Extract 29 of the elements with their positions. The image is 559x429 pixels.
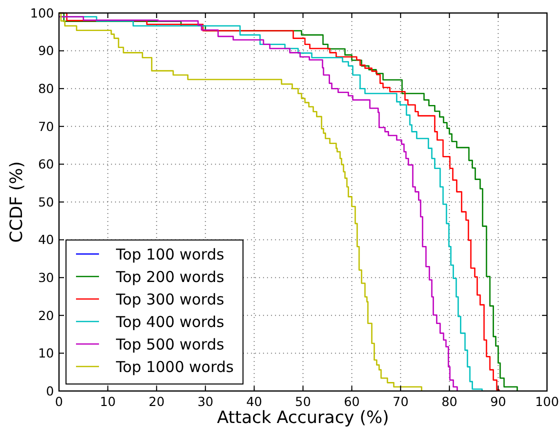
y-tick-label: 30 [38, 270, 54, 285]
x-tick-label: 10 [100, 394, 116, 409]
legend-label: Top 400 words [115, 312, 224, 331]
x-tick-label: 60 [344, 394, 360, 409]
x-tick-label: 30 [197, 394, 214, 409]
legend-label: Top 1000 words [115, 358, 234, 376]
x-tick-label: 20 [148, 394, 165, 409]
x-axis-title: Attack Accuracy (%) [216, 408, 390, 428]
y-tick-label: 10 [38, 346, 54, 361]
legend-label: Top 300 words [115, 290, 224, 308]
y-axis-title: CCDF (%) [7, 161, 27, 243]
legend-label: Top 500 words [115, 335, 224, 354]
y-tick-label: 0 [46, 383, 54, 398]
y-tick-label: 100 [30, 5, 54, 20]
x-tick-label: 80 [441, 394, 458, 409]
y-tick-label: 70 [38, 118, 54, 134]
legend-label: Top 100 words [115, 245, 224, 264]
y-tick-label: 80 [38, 80, 54, 96]
y-tick-label: 50 [38, 194, 54, 210]
y-tick-label: 60 [38, 156, 54, 172]
x-tick-label: 70 [392, 394, 409, 409]
x-tick-label: 100 [535, 394, 559, 409]
legend-label: Top 200 words [115, 268, 224, 286]
x-tick-label: 50 [295, 394, 311, 409]
x-tick-label: 90 [490, 394, 506, 409]
y-tick-label: 40 [38, 232, 54, 248]
y-tick-label: 90 [38, 43, 54, 58]
x-tick-label: 40 [246, 394, 262, 409]
y-tick-label: 20 [38, 308, 54, 323]
